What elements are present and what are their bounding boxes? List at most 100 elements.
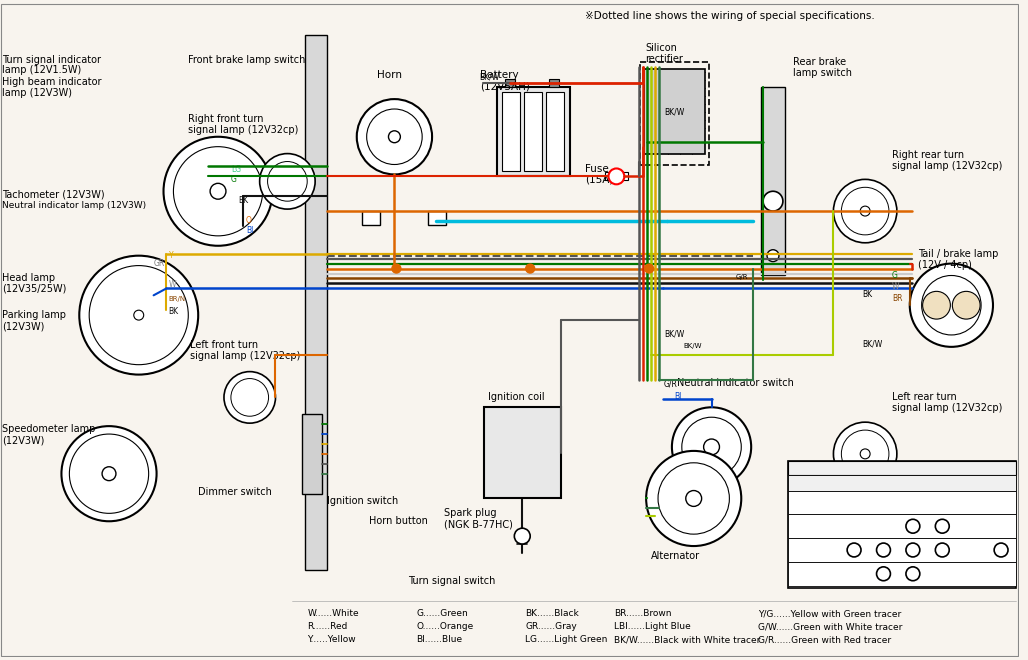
Bar — [787, 461, 1016, 475]
Text: LBl......Light Blue: LBl......Light Blue — [615, 622, 691, 632]
Text: G: G — [892, 271, 897, 280]
Text: LG......Light Green: LG......Light Green — [525, 635, 608, 644]
Text: signal lamp (12V32cp): signal lamp (12V32cp) — [190, 351, 300, 361]
Text: Tail / brake lamp: Tail / brake lamp — [918, 249, 998, 259]
Bar — [787, 538, 1016, 562]
Text: Y......Yellow: Y......Yellow — [307, 635, 356, 644]
Bar — [483, 407, 561, 498]
Text: HL: HL — [848, 477, 860, 486]
Text: C2: C2 — [995, 477, 1007, 486]
Bar — [524, 92, 542, 172]
Text: BK/W......Black with White tracer: BK/W......Black with White tracer — [615, 635, 761, 644]
Text: rectifier: rectifier — [646, 53, 683, 63]
Text: position: position — [790, 482, 817, 488]
Text: Left rear turn: Left rear turn — [892, 393, 957, 403]
Text: W: W — [169, 280, 176, 290]
Text: Spark plug: Spark plug — [444, 508, 497, 518]
Bar — [604, 172, 628, 180]
Text: G/R: G/R — [736, 273, 748, 280]
Text: BK/W: BK/W — [862, 340, 882, 349]
Text: BK/W: BK/W — [684, 343, 702, 349]
Text: Neutral indicator switch: Neutral indicator switch — [676, 378, 794, 387]
Circle shape — [834, 422, 896, 486]
Text: Turn signal indicator: Turn signal indicator — [2, 55, 101, 65]
Text: BK: BK — [169, 307, 179, 316]
Circle shape — [763, 191, 783, 211]
Text: BK/W: BK/W — [480, 73, 500, 81]
Bar — [305, 35, 327, 570]
Bar — [428, 211, 446, 225]
Text: BK: BK — [237, 196, 248, 205]
Text: W......White: W......White — [307, 609, 359, 618]
Bar — [498, 87, 570, 176]
Circle shape — [163, 137, 272, 246]
Text: signal lamp (12V32cp): signal lamp (12V32cp) — [892, 160, 1002, 170]
Circle shape — [392, 264, 401, 273]
Text: TL: TL — [878, 477, 888, 486]
Text: (12V3W): (12V3W) — [2, 435, 44, 445]
Text: G/R......Green with Red tracer: G/R......Green with Red tracer — [758, 635, 891, 644]
Circle shape — [525, 264, 535, 273]
Text: lamp switch: lamp switch — [793, 69, 852, 79]
Text: Rear brake: Rear brake — [793, 57, 846, 67]
Circle shape — [767, 249, 779, 261]
Text: BK/W: BK/W — [664, 330, 685, 339]
Circle shape — [514, 528, 530, 544]
Bar — [503, 92, 520, 172]
Text: ※Dotted line shows the wiring of special specifications.: ※Dotted line shows the wiring of special… — [585, 11, 875, 21]
Text: Alternator: Alternator — [651, 551, 700, 561]
Bar — [506, 79, 515, 87]
Circle shape — [645, 264, 654, 273]
Circle shape — [952, 291, 980, 319]
Circle shape — [834, 180, 896, 243]
Bar — [787, 461, 1016, 587]
Text: BK/W: BK/W — [664, 107, 685, 116]
Text: (12V35/25W): (12V35/25W) — [2, 283, 67, 294]
Text: Bl: Bl — [674, 393, 682, 401]
Circle shape — [389, 131, 400, 143]
Bar — [362, 211, 379, 225]
Text: Ignition coil: Ignition coil — [487, 393, 544, 403]
Text: Turn signal switch: Turn signal switch — [408, 576, 495, 586]
Text: Left front turn: Left front turn — [190, 340, 258, 350]
Circle shape — [647, 451, 741, 546]
Text: Neutral indicator lamp (12V3W): Neutral indicator lamp (12V3W) — [2, 201, 146, 210]
Text: Ignition switch: Ignition switch — [327, 496, 398, 506]
Bar — [640, 63, 708, 166]
Circle shape — [260, 154, 316, 209]
Text: GR......Gray: GR......Gray — [525, 622, 577, 632]
Text: O......Orange: O......Orange — [416, 622, 474, 632]
Text: Horn: Horn — [376, 71, 402, 81]
Text: On (night): On (night) — [790, 542, 836, 551]
Text: BAT: BAT — [905, 477, 921, 486]
Text: On (day): On (day) — [790, 518, 830, 527]
Text: Fuse: Fuse — [585, 164, 609, 174]
Text: Battery: Battery — [480, 71, 518, 81]
Text: Silicon: Silicon — [646, 43, 677, 53]
Bar — [787, 562, 1016, 585]
Text: LG: LG — [231, 164, 241, 174]
Text: Bl......Blue: Bl......Blue — [416, 635, 463, 644]
Text: Parking lamp: Parking lamp — [2, 310, 66, 320]
Text: Key: Key — [790, 476, 802, 482]
Text: Speedometer lamp: Speedometer lamp — [2, 424, 96, 434]
Text: SE: SE — [966, 477, 978, 486]
Bar — [787, 514, 1016, 538]
Text: BK......Black: BK......Black — [525, 609, 579, 618]
Text: Right front turn: Right front turn — [188, 114, 264, 124]
Circle shape — [609, 168, 624, 184]
Bar — [787, 490, 1016, 514]
Text: Ignition switch circuit: Ignition switch circuit — [842, 463, 962, 473]
Text: lamp (12V1.5W): lamp (12V1.5W) — [2, 65, 81, 75]
Circle shape — [102, 467, 116, 480]
Circle shape — [686, 490, 702, 506]
Circle shape — [210, 183, 226, 199]
Bar — [546, 92, 564, 172]
Text: G: G — [231, 176, 236, 184]
Text: Y/G......Yellow with Green tracer: Y/G......Yellow with Green tracer — [758, 609, 902, 618]
Circle shape — [79, 255, 198, 375]
Circle shape — [224, 372, 276, 423]
Text: Tachometer (12V3W): Tachometer (12V3W) — [2, 189, 105, 199]
Circle shape — [134, 310, 144, 320]
Text: (12V / 4cp): (12V / 4cp) — [918, 259, 971, 270]
